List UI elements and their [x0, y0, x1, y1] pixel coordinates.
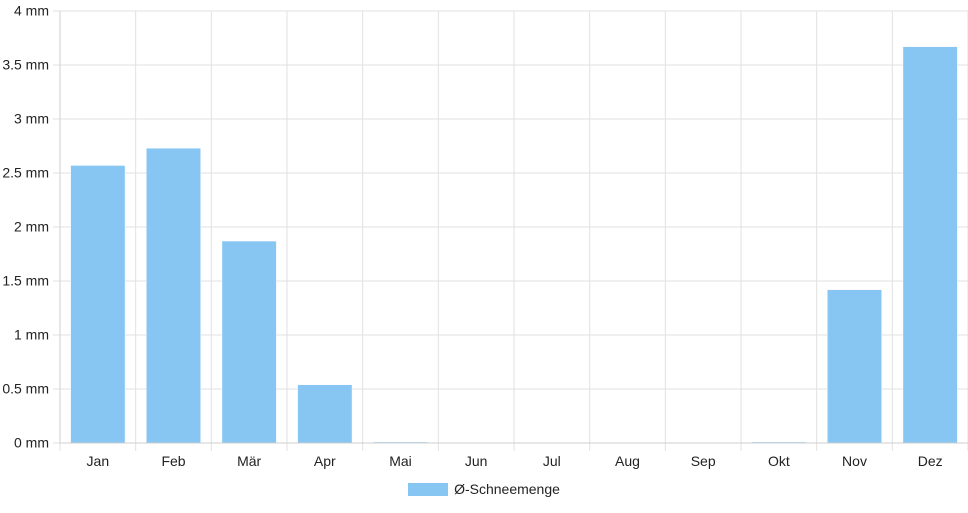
legend-swatch [408, 482, 449, 496]
y-tick-label: 3.5 mm [2, 57, 49, 73]
bar-apr[interactable] [297, 384, 353, 444]
x-axis: Jan Feb Mär Apr Mai Jun Jul Aug Sep Okt Nov Dez [60, 442, 968, 469]
y-tick-label: 3 mm [14, 111, 49, 127]
y-tick-label: 1.5 mm [2, 273, 49, 289]
y-tick-label: 2.5 mm [2, 165, 49, 181]
x-tick-label: Sep [691, 453, 716, 469]
x-tick-label: Jun [465, 453, 488, 469]
legend[interactable]: Ø-Schneemenge [0, 481, 968, 497]
grid-lines [59, 10, 968, 451]
x-tick-label: Aug [615, 453, 640, 469]
legend-label: Ø-Schneemenge [454, 481, 560, 497]
bar-jan[interactable] [70, 165, 126, 444]
bar-feb[interactable] [146, 147, 201, 444]
y-tick-label: 1 mm [14, 327, 49, 343]
y-axis: 0 mm 0.5 mm 1 mm 1.5 mm 2 mm 2.5 mm 3 mm 3.5 mm… [2, 3, 61, 451]
bar-nov[interactable] [827, 289, 882, 444]
x-tick-label: Jan [87, 453, 110, 469]
x-tick-label: Nov [842, 453, 867, 469]
bar-mär[interactable] [221, 240, 277, 444]
x-tick-label: Dez [918, 453, 943, 469]
y-tick-label: 2 mm [14, 219, 49, 235]
x-tick-label: Mär [237, 453, 261, 469]
bars-group [70, 46, 958, 444]
bar-dez[interactable] [902, 46, 958, 444]
y-tick-label: 0.5 mm [2, 381, 49, 397]
x-tick-label: Feb [161, 453, 185, 469]
y-tick-label: 0 mm [14, 435, 49, 451]
x-tick-label: Mai [389, 453, 412, 469]
x-tick-label: Jul [543, 453, 561, 469]
x-tick-label: Okt [768, 453, 790, 469]
x-tick-label: Apr [314, 453, 336, 469]
y-tick-label: 4 mm [14, 3, 49, 19]
